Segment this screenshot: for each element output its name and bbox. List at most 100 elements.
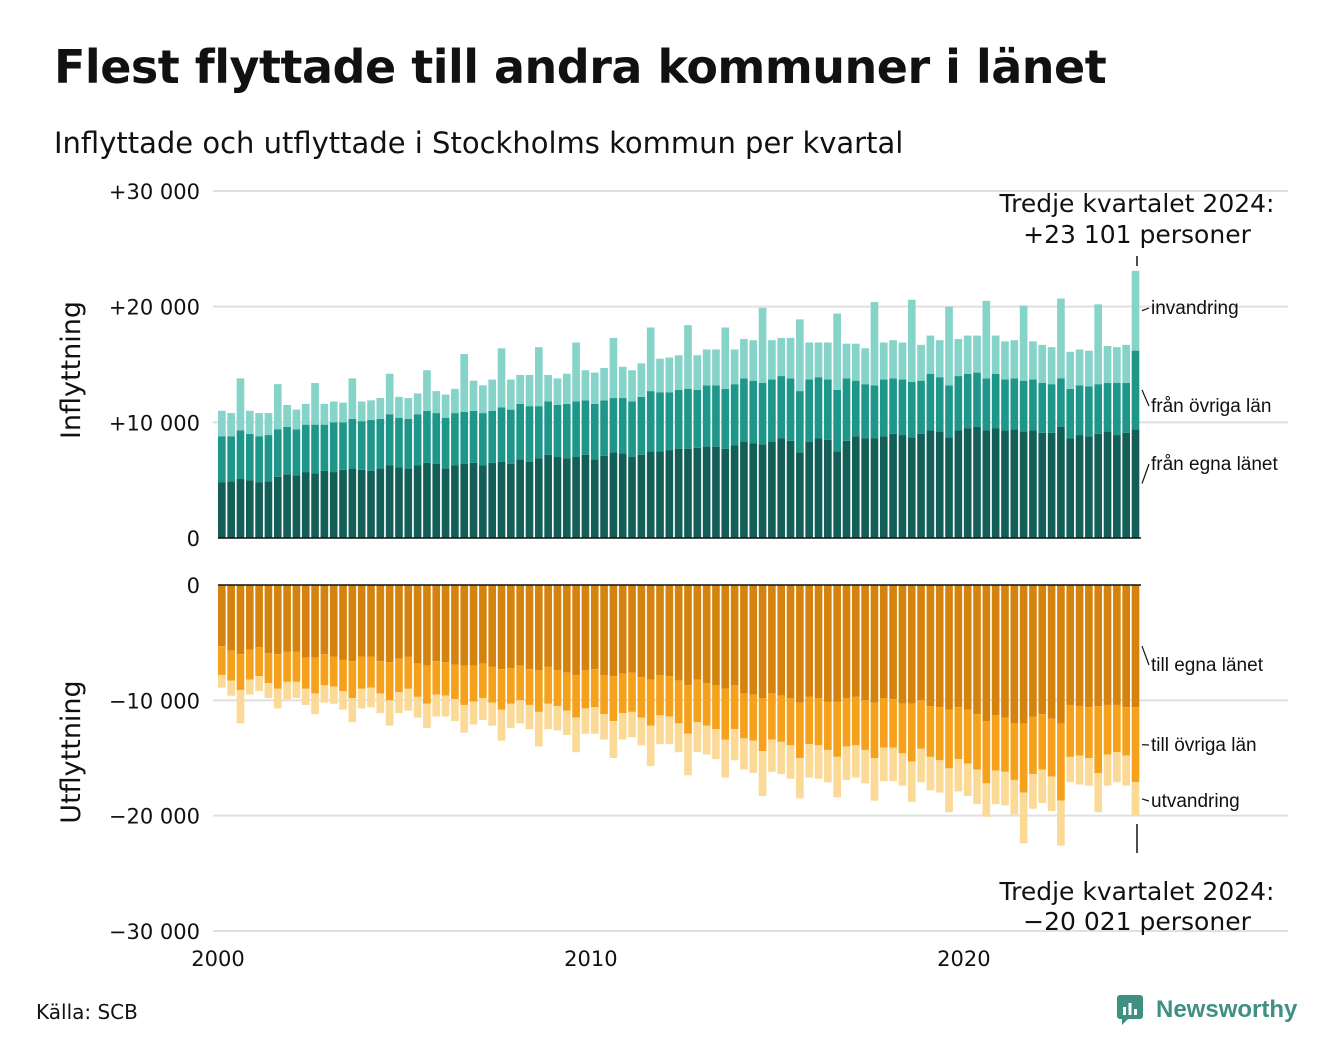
bar-inflow [544,454,552,538]
bar-outflow [898,703,907,754]
bar-outflow [954,759,963,792]
label-leader-outflow [1141,645,1150,666]
bar-inflow [796,391,804,453]
bar-inflow [218,410,226,437]
bar-outflow [1122,707,1130,756]
bar-outflow [749,740,758,773]
bar-inflow [609,398,618,453]
bar-inflow [1075,349,1084,386]
bar-outflow [824,701,832,750]
bar-outflow [684,733,692,776]
bar-inflow [973,335,981,373]
bar-inflow [507,379,515,410]
bar-inflow [348,378,357,419]
bar-inflow [684,448,692,538]
bar-outflow [1075,585,1084,707]
bar-inflow [907,381,916,438]
bar-inflow [954,339,963,377]
bar-outflow [283,681,291,700]
bar-inflow [1029,430,1037,538]
bar-inflow [879,436,888,538]
bar-outflow [777,585,786,696]
bar-outflow [833,701,841,757]
bar-inflow [1103,431,1112,538]
bar-inflow [805,442,814,538]
bar-outflow [693,722,702,753]
bar-inflow [534,458,543,538]
bar-outflow [432,694,441,717]
bar-outflow [917,748,925,783]
bar-outflow [665,585,674,677]
bar-inflow [479,413,487,466]
bar-outflow [339,659,347,692]
bar-outflow [562,710,571,735]
bar-inflow [917,433,925,538]
bar-inflow [1122,383,1130,433]
bar-outflow [824,585,832,702]
bar-outflow [1066,585,1075,705]
bar-outflow [451,699,459,722]
bar-outflow [1038,714,1047,770]
bar-inflow [460,411,469,464]
bar-outflow [218,646,226,675]
bar-inflow [273,429,282,477]
bar-inflow [1019,305,1028,381]
bar-inflow [395,417,403,468]
bar-outflow [413,585,422,664]
bar-inflow [1057,426,1065,538]
outflow-bars [218,585,1140,846]
bar-inflow [796,452,804,538]
bar-outflow [581,670,590,709]
bar-inflow [749,340,758,381]
bar-outflow [1029,774,1037,809]
bar-outflow [227,680,235,696]
bar-inflow [301,472,310,538]
bar-inflow [255,436,263,483]
bar-outflow [1094,706,1103,773]
bar-inflow [730,445,739,538]
bar-inflow [674,448,683,538]
bar-outflow [590,669,599,708]
bar-outflow [1001,771,1009,806]
bar-outflow [590,585,599,670]
y-tick-label-outflow: −30 000 [109,920,200,944]
bar-inflow [963,428,972,538]
bar-inflow [898,379,907,436]
bar-outflow [367,585,375,657]
bar-inflow [451,413,459,466]
bar-inflow [1131,350,1140,430]
bar-inflow [991,373,1000,429]
bar-outflow [889,699,897,748]
bar-inflow [721,327,730,389]
bar-outflow [1113,585,1121,705]
bar-outflow [935,585,944,708]
bar-inflow [628,457,636,538]
series-label-outflow: utvandring [1151,791,1240,812]
bar-outflow [628,585,636,673]
bar-inflow [469,380,478,411]
gridlines [213,190,1288,932]
bar-outflow [861,585,869,701]
bar-outflow [292,681,301,699]
bar-inflow [609,452,618,538]
bar-inflow [488,462,497,538]
bar-outflow [245,585,254,650]
bar-outflow [1010,779,1019,815]
bar-outflow [637,717,646,746]
bar-outflow [637,677,646,718]
bar-outflow [982,585,991,722]
bar-outflow [376,693,385,714]
bar-outflow [441,695,450,717]
bar-outflow [507,585,515,669]
bar-outflow [1094,585,1103,707]
bar-inflow [432,391,441,414]
bar-outflow [395,658,403,693]
bar-outflow [357,585,366,657]
brand-name: Newsworthy [1156,996,1298,1023]
bar-outflow [572,585,580,675]
bar-outflow [768,585,776,694]
bar-inflow [395,396,403,418]
bar-inflow [1113,383,1121,436]
bar-inflow [702,446,711,538]
bar-inflow [357,421,366,470]
